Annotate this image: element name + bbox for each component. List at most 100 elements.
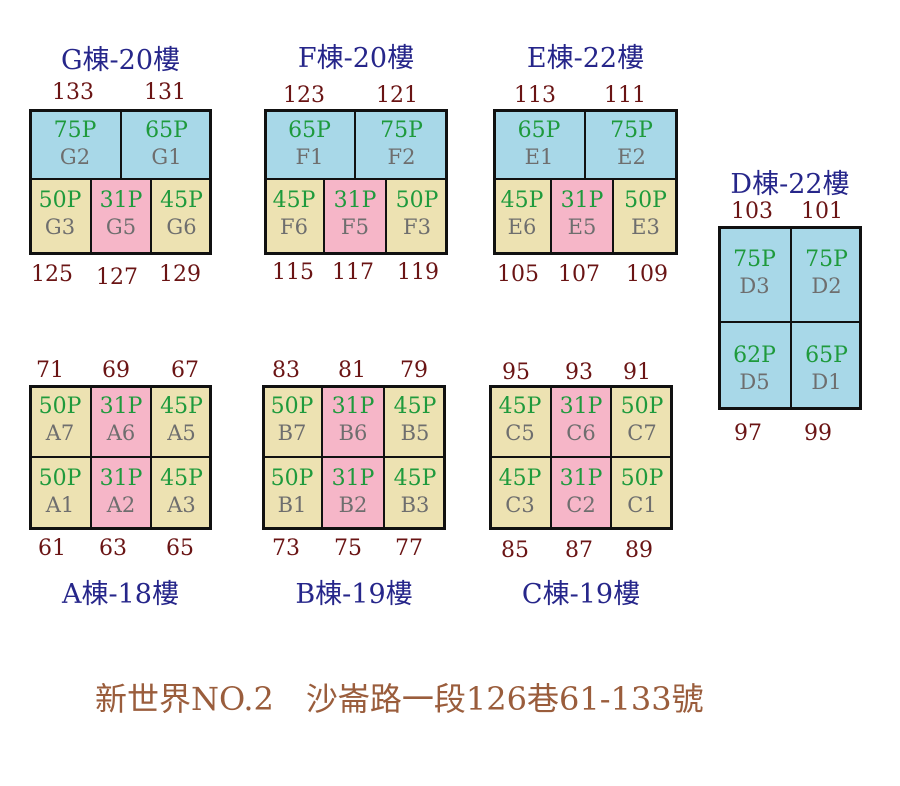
unit-size: 50P xyxy=(395,188,439,213)
unit-cell[interactable]: 45P A3 xyxy=(151,457,212,530)
bottom-address-number: 127 xyxy=(96,265,138,290)
top-address-number: 67 xyxy=(171,358,199,383)
unit-cell[interactable]: 62P D5 xyxy=(718,322,791,410)
unit-cell[interactable]: 75P D2 xyxy=(791,226,862,322)
unit-code: C6 xyxy=(566,421,596,445)
unit-code: A1 xyxy=(45,493,75,517)
unit-size: 45P xyxy=(498,466,542,491)
unit-cell[interactable]: 31P E5 xyxy=(551,179,613,255)
unit-size: 75P xyxy=(805,247,848,272)
unit-cell[interactable]: 31P G5 xyxy=(91,179,151,255)
unit-size: 65P xyxy=(517,118,561,143)
unit-code: B1 xyxy=(277,493,307,517)
top-address-number: 81 xyxy=(338,358,366,383)
unit-cell[interactable]: 45P E6 xyxy=(493,179,551,255)
unit-cell[interactable]: 50P A1 xyxy=(29,457,91,530)
unit-cell[interactable]: 31P A6 xyxy=(91,385,151,457)
bottom-address-number: 65 xyxy=(166,536,194,561)
unit-cell[interactable]: 65P E1 xyxy=(493,109,585,179)
unit-cell[interactable]: 31P B6 xyxy=(322,385,384,457)
unit-cell[interactable]: 45P B3 xyxy=(384,457,446,530)
unit-code: G6 xyxy=(166,215,197,239)
top-address-number: 111 xyxy=(604,83,646,108)
building-title: G棟-20樓 xyxy=(60,45,181,76)
unit-cell[interactable]: 50P A7 xyxy=(29,385,91,457)
building-title: F棟-20樓 xyxy=(297,43,415,74)
unit-cell[interactable]: 31P B2 xyxy=(322,457,384,530)
unit-code: D1 xyxy=(811,370,842,394)
unit-code: F6 xyxy=(280,215,308,239)
unit-size: 31P xyxy=(559,466,603,491)
unit-size: 50P xyxy=(270,466,314,491)
top-address-number: 69 xyxy=(102,358,130,383)
unit-size: 62P xyxy=(733,343,776,368)
unit-size: 45P xyxy=(500,188,544,213)
unit-cell[interactable]: 45P C3 xyxy=(489,457,551,530)
unit-cell[interactable]: 31P F5 xyxy=(324,179,386,255)
building-outline xyxy=(29,109,212,255)
unit-cell[interactable]: 50P B7 xyxy=(262,385,322,457)
top-address-number: 83 xyxy=(272,358,300,383)
unit-cell[interactable]: 45P C5 xyxy=(489,385,551,457)
unit-cell[interactable]: 45P F6 xyxy=(264,179,324,255)
unit-code: A7 xyxy=(45,421,75,445)
building-title: A棟-18樓 xyxy=(62,579,179,610)
bottom-address-number: 99 xyxy=(804,421,832,446)
unit-size: 31P xyxy=(331,394,375,419)
unit-code: G1 xyxy=(151,145,182,169)
unit-code: F1 xyxy=(295,145,324,169)
unit-cell[interactable]: 50P C7 xyxy=(611,385,673,457)
unit-code: D2 xyxy=(811,274,842,298)
unit-size: 75P xyxy=(610,118,653,143)
top-address-number: 113 xyxy=(514,83,556,108)
building-outline xyxy=(489,385,673,530)
building-title: B棟-19樓 xyxy=(295,579,413,610)
unit-size: 50P xyxy=(270,394,314,419)
unit-code: B5 xyxy=(400,421,430,445)
unit-code: D3 xyxy=(739,274,770,298)
unit-cell[interactable]: 65P F1 xyxy=(264,109,355,179)
unit-cell[interactable]: 75P G2 xyxy=(29,109,121,179)
unit-cell[interactable]: 31P A2 xyxy=(91,457,151,530)
bottom-address-number: 89 xyxy=(625,538,653,563)
unit-size: 50P xyxy=(620,394,664,419)
unit-code: F5 xyxy=(341,215,369,239)
bottom-address-number: 61 xyxy=(38,536,66,561)
top-address-number: 93 xyxy=(565,360,593,385)
top-address-number: 133 xyxy=(52,80,94,105)
building-outline xyxy=(262,385,446,530)
top-address-number: 79 xyxy=(400,358,428,383)
top-address-number: 95 xyxy=(502,360,530,385)
unit-code: G2 xyxy=(59,145,91,169)
unit-size: 45P xyxy=(393,394,437,419)
unit-code: G5 xyxy=(105,215,137,239)
unit-cell[interactable]: 50P C1 xyxy=(611,457,673,530)
unit-cell[interactable]: 45P B5 xyxy=(384,385,446,457)
unit-cell[interactable]: 50P F3 xyxy=(386,179,448,255)
unit-cell[interactable]: 75P E2 xyxy=(585,109,678,179)
building-title: E棟-22樓 xyxy=(526,43,645,74)
unit-code: C3 xyxy=(505,493,535,517)
unit-code: A5 xyxy=(167,421,196,445)
unit-code: E6 xyxy=(507,215,537,239)
unit-cell[interactable]: 75P F2 xyxy=(355,109,448,179)
unit-cell[interactable]: 50P B1 xyxy=(262,457,322,530)
top-address-number: 71 xyxy=(36,358,64,383)
unit-cell[interactable]: 75P D3 xyxy=(718,226,791,322)
unit-size: 75P xyxy=(733,247,776,272)
unit-cell[interactable]: 31P C6 xyxy=(551,385,611,457)
unit-size: 31P xyxy=(99,466,143,491)
unit-size: 65P xyxy=(145,118,188,143)
building-title: D棟-22樓 xyxy=(730,169,850,200)
bottom-address-number: 97 xyxy=(734,421,762,446)
building-title: C棟-19樓 xyxy=(521,579,641,610)
bottom-address-number: 117 xyxy=(332,260,374,285)
unit-code: B2 xyxy=(338,493,368,517)
unit-code: C5 xyxy=(505,421,535,445)
unit-size: 75P xyxy=(53,118,97,143)
unit-size: 45P xyxy=(160,394,203,419)
unit-size: 45P xyxy=(393,466,437,491)
bottom-address-number: 87 xyxy=(565,538,593,563)
top-address-number: 131 xyxy=(144,80,186,105)
